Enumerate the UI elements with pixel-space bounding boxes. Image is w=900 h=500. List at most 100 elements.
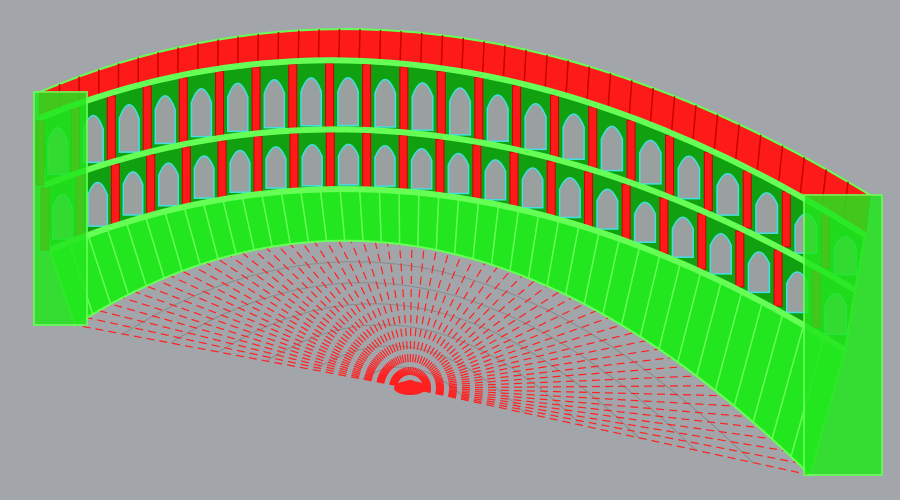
floor-radial-line	[229, 255, 411, 389]
wall-grid-line	[453, 197, 460, 255]
pillar	[106, 95, 116, 162]
attic-grid-line	[607, 73, 612, 110]
wall-grid-line	[358, 189, 364, 242]
pillar	[474, 76, 484, 143]
pillar	[142, 85, 152, 153]
attic-grid-line	[692, 105, 697, 143]
arch-opening	[447, 152, 470, 195]
floor-center-hub	[394, 381, 426, 395]
wall-grid-line	[472, 200, 480, 260]
attic-grid-line	[565, 60, 569, 96]
arch-opening	[677, 155, 701, 200]
wall-grid-line	[714, 291, 743, 391]
pillar	[703, 151, 713, 212]
arch-opening	[716, 172, 740, 216]
pillar	[181, 146, 191, 207]
wall-grid-line	[260, 193, 273, 247]
pillar	[399, 66, 409, 133]
wall-grid-line	[771, 324, 805, 440]
floor-radial-line	[217, 258, 411, 389]
floor-radial-line	[409, 387, 811, 476]
attic-grid-line	[297, 30, 300, 62]
floor-radial-line	[409, 285, 548, 389]
floor-radial-line	[409, 262, 486, 389]
floor-radial-line	[122, 297, 411, 389]
wall-grid-line	[319, 189, 328, 242]
floor-radial-line	[409, 385, 710, 389]
arch-opening	[524, 102, 547, 151]
floor-radial-line	[193, 266, 411, 389]
pillar	[546, 160, 556, 217]
attic-grid-line	[713, 114, 719, 153]
arch-opening	[265, 146, 287, 189]
wall-grid-line	[417, 192, 420, 247]
pillar	[621, 183, 631, 240]
floor-radial-line	[398, 243, 411, 389]
colosseum-model	[33, 28, 883, 477]
floor-radial-line	[409, 245, 413, 389]
floor-radial-line	[409, 357, 672, 389]
wall-grid-line	[202, 202, 219, 260]
floor-radial-line	[409, 387, 785, 452]
floor-radial-line	[338, 240, 411, 389]
pillar	[362, 132, 372, 190]
attic-grid-line	[649, 88, 654, 125]
arch-opening	[154, 95, 176, 145]
pillar	[781, 191, 791, 248]
arch-opening	[263, 79, 286, 129]
arch-opening	[562, 113, 585, 160]
arch-opening	[484, 159, 507, 201]
arch-opening	[193, 155, 215, 199]
floor-radial-line	[350, 240, 411, 389]
wall-grid-line	[125, 221, 147, 287]
floor-radial-line	[409, 266, 499, 389]
floor-radial-line	[301, 242, 411, 389]
floor-radial-line	[409, 275, 523, 389]
attic-grid-line	[317, 29, 320, 61]
pillar	[110, 163, 120, 225]
pillar	[626, 119, 636, 182]
pillar	[697, 213, 707, 270]
attic-grid-line	[628, 80, 633, 117]
floor-radial-line	[409, 340, 647, 389]
cornice-ledge	[43, 126, 857, 293]
floor-radial-line	[409, 348, 660, 389]
floor-radial-line	[134, 291, 411, 389]
wall-grid-line	[583, 231, 600, 305]
floor-radial-line	[98, 310, 411, 389]
cornice-ledge	[48, 186, 847, 353]
wall-grid-line	[733, 302, 764, 407]
pillar	[398, 134, 408, 192]
arch-opening	[633, 201, 657, 243]
floor-radial-line	[409, 387, 760, 429]
wall-grid-line	[378, 189, 383, 243]
attic-grid-line	[756, 134, 762, 174]
pillar	[735, 230, 745, 288]
floor-radial-line	[409, 280, 536, 389]
floor-radial-line	[205, 262, 411, 389]
floor-radial-line	[409, 252, 450, 389]
arch-opening	[410, 148, 433, 190]
pillar	[436, 70, 446, 137]
arch-opening	[747, 251, 771, 294]
attic-grid-line	[419, 32, 423, 66]
pillar	[550, 94, 560, 159]
pillar	[253, 135, 263, 195]
pillar	[509, 151, 519, 209]
attic-grid-line	[777, 145, 784, 185]
arch-opening	[374, 145, 396, 187]
wall-grid-line	[639, 254, 661, 337]
arch-opening	[411, 82, 434, 131]
floor-radial-line	[409, 291, 560, 389]
arch-opening	[558, 177, 581, 219]
pillar	[325, 131, 335, 190]
wall-grid-line	[299, 190, 310, 243]
wall-grid-line	[435, 194, 440, 251]
wall-grid-line	[106, 228, 130, 295]
wall-grid-line	[490, 204, 500, 265]
attic-grid-line	[358, 29, 361, 61]
floor-radial-line	[409, 366, 685, 389]
arch-opening	[227, 82, 249, 133]
pillar	[146, 154, 156, 215]
